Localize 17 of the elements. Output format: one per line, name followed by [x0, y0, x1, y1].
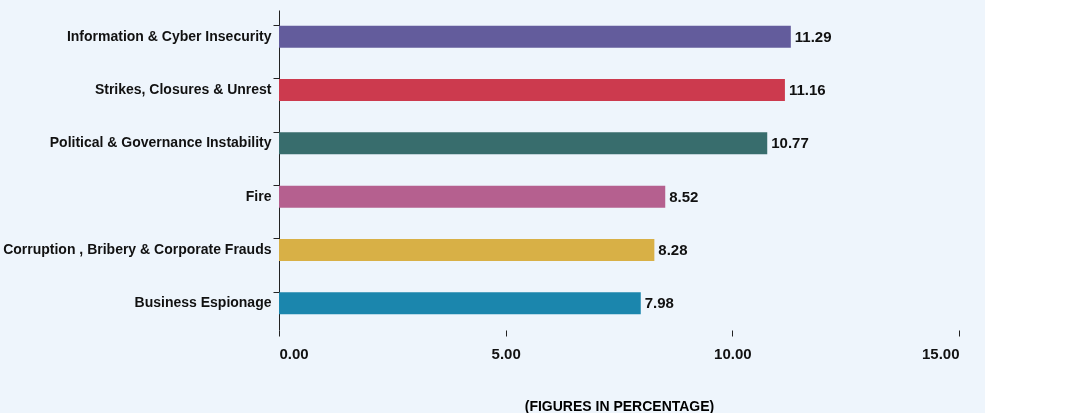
data-label: 11.16 [788, 81, 826, 98]
data-label: 11.29 [794, 27, 832, 45]
y-tick-label: Fire [245, 187, 272, 204]
y-tick-label: Corruption , Bribery & Corporate Frauds [3, 241, 272, 257]
y-tick-label: Political & Governance Instability [49, 134, 272, 151]
data-label: 8.28 [658, 241, 688, 258]
data-label: 10.77 [771, 134, 809, 152]
x-tick-label: 15.00 [921, 344, 960, 362]
y-tick-label: Strikes, Closures & Unrest [94, 81, 272, 97]
y-tick-label: Business Espionage [134, 294, 272, 311]
x-tick-label: 10.00 [714, 344, 752, 362]
x-tick-label: 0.00 [279, 344, 309, 362]
x-axis-title: (FIGURES IN PERCENTAGE) [524, 397, 715, 414]
data-label: 8.52 [669, 187, 699, 205]
y-tick-label: Information & Cyber Insecurity [66, 27, 272, 44]
data-label: 7.98 [644, 294, 674, 312]
x-tick-label: 5.00 [491, 344, 521, 362]
